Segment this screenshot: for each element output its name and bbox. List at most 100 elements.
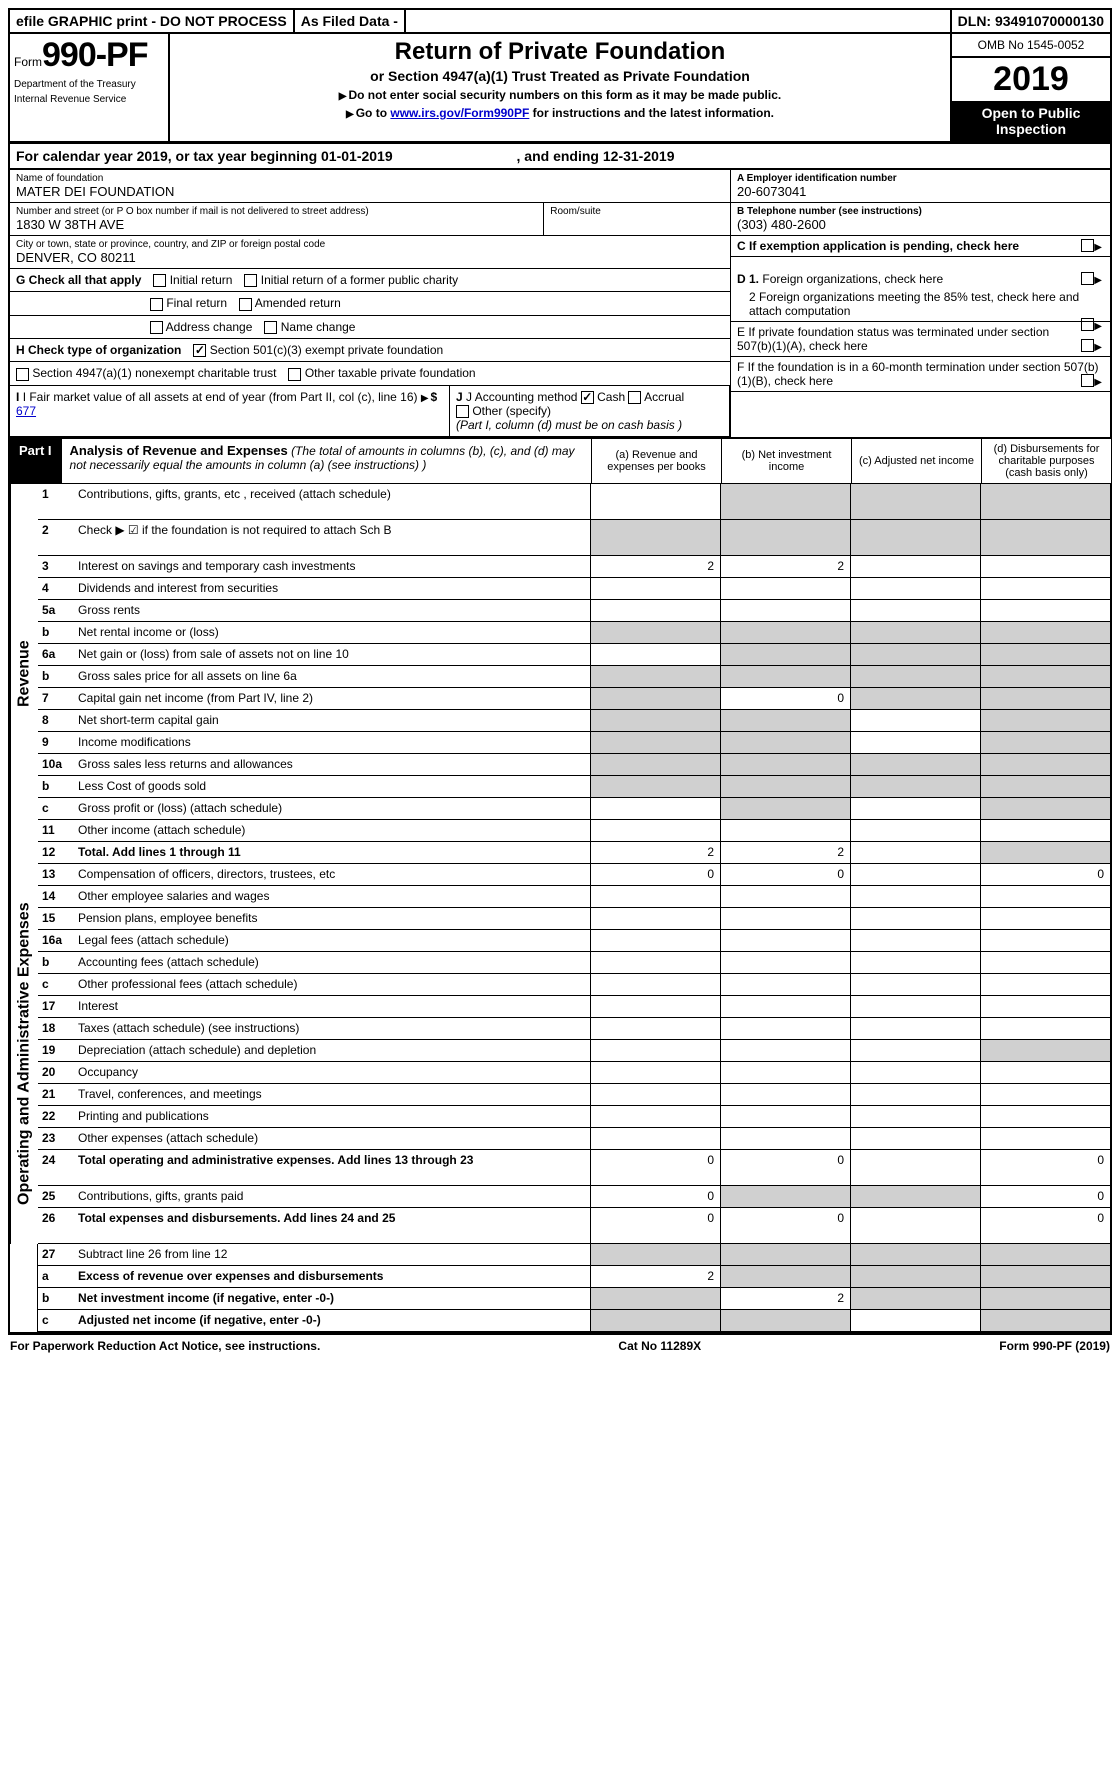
g-row: G Check all that apply Initial return In…	[10, 269, 730, 292]
h-other[interactable]	[288, 368, 301, 381]
table-row: 25Contributions, gifts, grants paid00	[38, 1186, 1110, 1208]
row-cols	[590, 776, 1110, 797]
row-desc: Accounting fees (attach schedule)	[74, 952, 590, 973]
row-num: 5a	[38, 600, 74, 621]
row-desc: Contributions, gifts, grants paid	[74, 1186, 590, 1207]
cell	[720, 776, 850, 797]
cell	[720, 710, 850, 731]
d2-checkbox[interactable]	[1081, 318, 1094, 331]
d-cell: D 1. D 1. Foreign organizations, check h…	[731, 269, 1110, 322]
title-box: Return of Private Foundation or Section …	[170, 34, 950, 141]
table-row: 13Compensation of officers, directors, t…	[38, 864, 1110, 886]
footer-mid: Cat No 11289X	[618, 1339, 701, 1353]
row-desc: Depreciation (attach schedule) and deple…	[74, 1040, 590, 1061]
cell	[590, 798, 720, 819]
spacer	[406, 10, 952, 32]
cell	[980, 600, 1110, 621]
cell	[850, 930, 980, 951]
row-num: 17	[38, 996, 74, 1017]
row-num: 13	[38, 864, 74, 885]
cell: 0	[980, 1208, 1110, 1243]
c-checkbox[interactable]	[1081, 239, 1094, 252]
c-cell: C If exemption application is pending, c…	[731, 236, 1110, 257]
cell	[720, 1106, 850, 1127]
form-subtitle: or Section 4947(a)(1) Trust Treated as P…	[178, 68, 942, 84]
row-cols	[590, 798, 1110, 819]
row-cols	[590, 1062, 1110, 1083]
row-cols	[590, 1128, 1110, 1149]
g-name[interactable]	[264, 321, 277, 334]
table-row: 11Other income (attach schedule)	[38, 820, 1110, 842]
cell	[850, 754, 980, 775]
cell: 2	[720, 1288, 850, 1309]
cell	[720, 520, 850, 555]
cell	[980, 688, 1110, 709]
table-row: 7Capital gain net income (from Part IV, …	[38, 688, 1110, 710]
footer-right: Form 990-PF (2019)	[999, 1339, 1110, 1353]
g-initial-former[interactable]	[244, 274, 257, 287]
row-cols	[590, 1040, 1110, 1061]
cell: 2	[720, 556, 850, 577]
table-row: 15Pension plans, employee benefits	[38, 908, 1110, 930]
cell	[590, 600, 720, 621]
cell: 0	[980, 1186, 1110, 1207]
table-row: bGross sales price for all assets on lin…	[38, 666, 1110, 688]
cell	[980, 842, 1110, 863]
f-checkbox[interactable]	[1081, 374, 1094, 387]
j-other[interactable]	[456, 405, 469, 418]
j-cash[interactable]	[581, 391, 594, 404]
e-checkbox[interactable]	[1081, 339, 1094, 352]
row-desc: Legal fees (attach schedule)	[74, 930, 590, 951]
cell	[850, 600, 980, 621]
cell	[850, 908, 980, 929]
row-num: b	[38, 622, 74, 643]
table-row: 4Dividends and interest from securities	[38, 578, 1110, 600]
row-desc: Net rental income or (loss)	[74, 622, 590, 643]
part1-desc: Analysis of Revenue and Expenses (The to…	[62, 439, 591, 483]
row-desc: Compensation of officers, directors, tru…	[74, 864, 590, 885]
cell	[850, 1106, 980, 1127]
cell	[850, 578, 980, 599]
table-row: bLess Cost of goods sold	[38, 776, 1110, 798]
row-num: b	[38, 776, 74, 797]
row-cols	[590, 600, 1110, 621]
expenses-section: Operating and Administrative Expenses 13…	[8, 864, 1112, 1244]
h-row2: Section 4947(a)(1) nonexempt charitable …	[10, 362, 730, 385]
d1-checkbox[interactable]	[1081, 272, 1094, 285]
table-row: 17Interest	[38, 996, 1110, 1018]
row-cols	[590, 908, 1110, 929]
room-cell: Room/suite	[544, 203, 730, 236]
expenses-label: Operating and Administrative Expenses	[10, 864, 38, 1244]
cell	[980, 520, 1110, 555]
cell	[850, 1266, 980, 1287]
row-num: 24	[38, 1150, 74, 1185]
cell	[850, 710, 980, 731]
table-row: 2Check ▶ ☑ if the foundation is not requ…	[38, 520, 1110, 556]
cell	[720, 622, 850, 643]
footer-left: For Paperwork Reduction Act Notice, see …	[10, 1339, 320, 1353]
cell	[980, 1062, 1110, 1083]
g-final[interactable]	[150, 298, 163, 311]
cell	[590, 484, 720, 519]
row-num: 14	[38, 886, 74, 907]
table-row: 14Other employee salaries and wages	[38, 886, 1110, 908]
g-amended[interactable]	[239, 298, 252, 311]
cell	[720, 666, 850, 687]
g-initial[interactable]	[153, 274, 166, 287]
row-cols: 22	[590, 842, 1110, 863]
row-desc: Pension plans, employee benefits	[74, 908, 590, 929]
h-4947[interactable]	[16, 368, 29, 381]
cell	[590, 1040, 720, 1061]
row-cols: 0	[590, 688, 1110, 709]
cell	[850, 996, 980, 1017]
cell	[720, 1062, 850, 1083]
g-address[interactable]	[150, 321, 163, 334]
row-cols: 2	[590, 1288, 1110, 1309]
row-num: 20	[38, 1062, 74, 1083]
h-501c3[interactable]	[193, 344, 206, 357]
row-desc: Occupancy	[74, 1062, 590, 1083]
cell	[850, 1150, 980, 1185]
cell	[590, 908, 720, 929]
irs-link[interactable]: www.irs.gov/Form990PF	[390, 106, 529, 120]
j-accrual[interactable]	[628, 391, 641, 404]
